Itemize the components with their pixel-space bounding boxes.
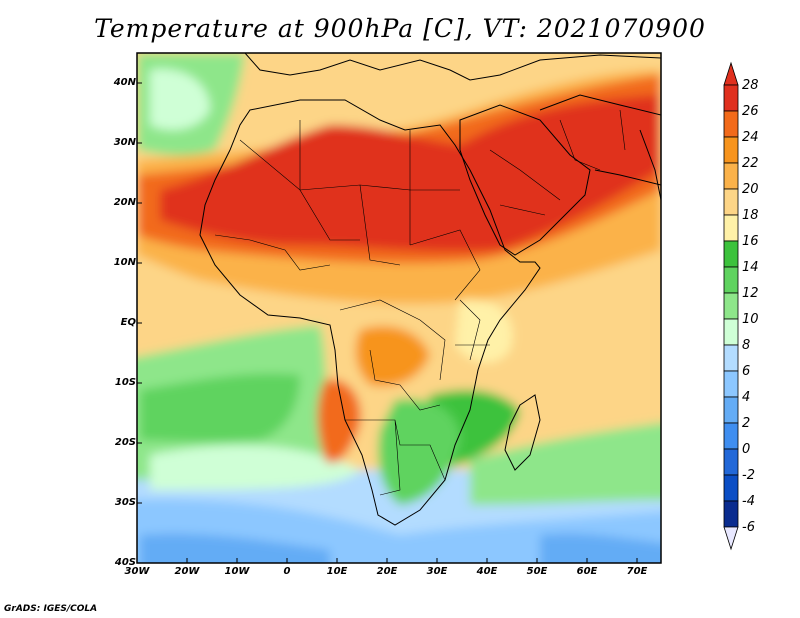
lon-label-10e: 10E xyxy=(326,566,348,577)
colorbar-box xyxy=(723,188,739,216)
colorbar-box xyxy=(723,136,739,164)
axis-ticks xyxy=(137,82,638,563)
colorbar-box xyxy=(723,344,739,372)
border-chad xyxy=(359,184,401,266)
lon-label-20w: 20W xyxy=(174,566,200,577)
lat-label-30n: 30N xyxy=(113,137,136,148)
field-atlantic-green-dark xyxy=(140,373,300,443)
colorbar-label-16: 16 xyxy=(742,234,759,249)
colorbar-label-28: 28 xyxy=(742,78,759,93)
lat-label-20s: 20S xyxy=(114,437,136,448)
border-west-africa xyxy=(214,234,331,271)
field-south-ocean-mid xyxy=(140,533,330,563)
lon-label-10w: 10W xyxy=(224,566,250,577)
colorbar-label-8: 8 xyxy=(742,338,751,353)
colorbar-label-minus4: -4 xyxy=(742,494,755,509)
field-south-ocean-mid2 xyxy=(540,533,661,563)
temperature-field xyxy=(137,53,661,563)
iran-coastline xyxy=(539,94,661,186)
colorbar-box xyxy=(723,422,739,450)
border-southern xyxy=(345,419,446,496)
border-east xyxy=(455,299,490,361)
field-atlantic-pale xyxy=(150,445,360,490)
colorbar-label-26: 26 xyxy=(742,104,759,119)
india-coastline xyxy=(639,129,661,201)
colorbar-box xyxy=(723,448,739,476)
field-angola-warm xyxy=(317,379,361,464)
border-libya-egypt xyxy=(409,130,460,191)
arabia-coastline xyxy=(459,104,591,256)
colorbar-label-0: 0 xyxy=(742,442,751,457)
lat-label-40n: 40N xyxy=(113,77,136,88)
border-drc xyxy=(369,349,441,411)
lat-label-10s: 10S xyxy=(114,377,136,388)
colorbar-box xyxy=(723,110,739,138)
lon-label-50e: 50E xyxy=(526,566,548,577)
lon-label-0: 0 xyxy=(283,566,291,577)
colorbar xyxy=(723,61,739,551)
colorbar-bottom-arrow xyxy=(723,526,739,551)
lat-label-10n: 10N xyxy=(113,257,136,268)
madagascar-coastline xyxy=(504,394,541,471)
colorbar-box xyxy=(723,500,739,528)
colorbar-box xyxy=(723,370,739,398)
lat-label-40s: 40S xyxy=(114,557,136,568)
map-frame xyxy=(136,52,662,564)
colorbar-label-4: 4 xyxy=(742,390,751,405)
lat-label-20n: 20N xyxy=(113,197,136,208)
colorbar-label-20: 20 xyxy=(742,182,759,197)
lat-label-30s: 30S xyxy=(114,497,136,508)
border-iran xyxy=(559,109,626,171)
colorbar-box xyxy=(723,292,739,320)
lon-label-30e: 30E xyxy=(426,566,448,577)
border-sahara-2 xyxy=(299,120,360,241)
field-south-africa-green xyxy=(378,399,460,505)
colorbar-label-2: 2 xyxy=(742,416,751,431)
colorbar-label-18: 18 xyxy=(742,208,759,223)
colorbar-label-6: 6 xyxy=(742,364,751,379)
colorbar-box xyxy=(723,396,739,424)
colorbar-top-arrow xyxy=(723,61,739,86)
lon-label-70e: 70E xyxy=(626,566,648,577)
colorbar-label-22: 22 xyxy=(742,156,759,171)
lon-label-30w: 30W xyxy=(124,566,150,577)
lon-label-20e: 20E xyxy=(376,566,398,577)
colorbar-box xyxy=(723,474,739,502)
colorbar-label-minus2: -2 xyxy=(742,468,755,483)
field-east-africa-light xyxy=(455,299,513,363)
border-arabia xyxy=(489,149,561,216)
colorbar-box xyxy=(723,318,739,346)
border-sudan xyxy=(409,229,481,301)
colorbar-label-14: 14 xyxy=(742,260,759,275)
colorbar-box xyxy=(723,266,739,294)
lat-label-eq: EQ xyxy=(120,317,136,328)
colorbar-label-12: 12 xyxy=(742,286,759,301)
map-title: Temperature at 900hPa [C], VT: 202107090… xyxy=(94,14,706,43)
lon-label-60e: 60E xyxy=(576,566,598,577)
europe-coastline xyxy=(244,53,661,81)
field-hot-core xyxy=(160,95,661,252)
country-borders xyxy=(214,109,626,496)
lon-label-40e: 40E xyxy=(476,566,498,577)
colorbar-box xyxy=(723,84,739,112)
coastlines xyxy=(199,53,661,526)
colorbar-box xyxy=(723,240,739,268)
grads-credit: GrADS: IGES/COLA xyxy=(4,604,98,614)
field-north-atlantic-pale xyxy=(150,69,210,130)
colorbar-label-minus6: -6 xyxy=(742,520,755,535)
border-central xyxy=(339,299,446,381)
colorbar-box xyxy=(723,162,739,190)
colorbar-box xyxy=(723,214,739,242)
colorbar-label-10: 10 xyxy=(742,312,759,327)
colorbar-label-24: 24 xyxy=(742,130,759,145)
field-indian-green xyxy=(470,422,661,505)
field-central-warm xyxy=(355,326,430,387)
